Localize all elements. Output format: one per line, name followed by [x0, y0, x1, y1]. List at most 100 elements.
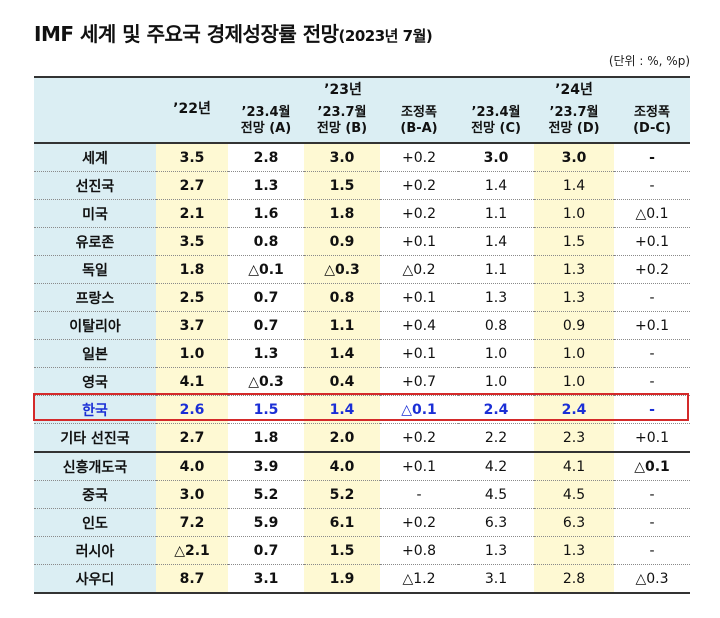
table-cell: 3.7 — [156, 311, 228, 340]
header-row-2: ’23.4월 전망 (A) ’23.7월 전망 (B) 조정폭 (B-A) ’23.4… — [34, 100, 690, 144]
row-label: 인도 — [34, 508, 156, 537]
header-24-july: ’23.7월 전망 (D) — [534, 100, 614, 144]
table-cell: 3.1 — [228, 564, 304, 594]
table-cell: 2.2 — [458, 423, 534, 453]
table-cell: 5.9 — [228, 508, 304, 537]
table-cell: 4.0 — [156, 451, 228, 481]
table-row: 선진국 2.7 1.3 1.5 +0.2 1.4 1.4- — [34, 171, 690, 200]
table-cell: 1.0 — [458, 339, 534, 368]
header-2024: ’24년 — [458, 76, 690, 100]
table-cell: 2.7 — [156, 423, 228, 453]
table-row: 사우디 8.7 3.1 1.9 △1.2 3.1 2.8 △0.3 — [34, 564, 690, 594]
table-cell: 7.2 — [156, 508, 228, 537]
table-cell: 1.5 — [534, 227, 614, 256]
table-cell: 2.4 — [534, 395, 614, 424]
table-cell: 3.5 — [156, 227, 228, 256]
table-cell: △1.2 — [380, 564, 458, 594]
table-cell: 1.0 — [534, 339, 614, 368]
table-cell: +0.1 — [380, 451, 458, 481]
row-label: 선진국 — [34, 171, 156, 200]
row-label: 중국 — [34, 480, 156, 509]
table-cell: 1.4 — [304, 339, 380, 368]
table-cell: 4.0 — [304, 451, 380, 481]
row-label: 미국 — [34, 199, 156, 228]
table-cell: 2.6 — [156, 395, 228, 424]
table-cell: 1.3 — [458, 283, 534, 312]
table-cell: - — [380, 480, 458, 509]
table-cell: 0.8 — [458, 311, 534, 340]
table-cell: 1.8 — [228, 423, 304, 453]
row-label: 러시아 — [34, 536, 156, 565]
table-cell: 1.5 — [304, 536, 380, 565]
table-cell: 6.3 — [534, 508, 614, 537]
table-cell: 0.7 — [228, 283, 304, 312]
table-cell: 1.4 — [458, 171, 534, 200]
row-label: 영국 — [34, 367, 156, 396]
row-label: 기타 선진국 — [34, 423, 156, 453]
table-cell: 0.8 — [228, 227, 304, 256]
table-cell: 1.3 — [534, 536, 614, 565]
table-body: 세계 3.5 2.8 3.0 +0.2 3.0 3.0- 선진국 2.7 1.3 1.5 +0.2 1.… — [34, 143, 690, 594]
table-cell: 1.3 — [534, 283, 614, 312]
header-23-adjust-line2: (B-A) — [400, 121, 438, 136]
title-suffix: (2023년 7월) — [338, 27, 433, 45]
table-cell: 2.7 — [156, 171, 228, 200]
table-row: 일본 1.0 1.3 1.4 +0.1 1.0 1.0- — [34, 339, 690, 368]
table-row: 중국 3.0 5.2 5.2-4.5 4.5- — [34, 480, 690, 509]
header-24-april: ’23.4월 전망 (C) — [458, 100, 534, 144]
row-label: 신흥개도국 — [34, 451, 156, 481]
table-cell: 4.5 — [458, 480, 534, 509]
row-label: 프랑스 — [34, 283, 156, 312]
table-cell: 5.2 — [228, 480, 304, 509]
table-row: 이탈리아 3.7 0.7 1.1 +0.4 0.8 0.9 +0.1 — [34, 311, 690, 340]
header-2023: ’23년 — [228, 76, 458, 100]
header-23-adjust-line1: 조정폭 — [401, 105, 437, 120]
table-cell: +0.2 — [380, 508, 458, 537]
row-label: 이탈리아 — [34, 311, 156, 340]
table-cell: +0.7 — [380, 367, 458, 396]
table-cell: 0.7 — [228, 536, 304, 565]
table-cell: 3.1 — [458, 564, 534, 594]
table-cell: △0.1 — [614, 451, 690, 481]
table-cell: 3.5 — [156, 143, 228, 172]
row-label: 독일 — [34, 255, 156, 284]
table-row: 독일 1.8 △0.1 △0.3 △0.2 1.1 1.3 +0.2 — [34, 255, 690, 284]
table-cell: - — [614, 536, 690, 565]
table-cell: +0.2 — [380, 143, 458, 172]
table-cell: 1.0 — [534, 199, 614, 228]
page-title: IMF 세계 및 주요국 경제성장률 전망(2023년 7월) — [34, 18, 433, 47]
title-main: IMF 세계 및 주요국 경제성장률 전망 — [34, 22, 339, 46]
table-cell: - — [614, 395, 690, 424]
table-cell: - — [614, 339, 690, 368]
table-cell: +0.2 — [380, 199, 458, 228]
table-cell: - — [614, 283, 690, 312]
header-24-july-line1: ’23.7월 — [549, 105, 599, 120]
header-corner — [34, 76, 156, 144]
table-cell: 1.1 — [458, 199, 534, 228]
table-cell: 1.3 — [534, 255, 614, 284]
table-cell: +0.1 — [380, 227, 458, 256]
header-24-april-line2: 전망 (C) — [471, 121, 521, 136]
table-cell: 1.4 — [458, 227, 534, 256]
header-24-adjust-line2: (D-C) — [633, 121, 671, 136]
table-cell: 1.0 — [156, 339, 228, 368]
table-cell: 0.7 — [228, 311, 304, 340]
table-cell: +0.2 — [380, 171, 458, 200]
table-cell: △0.2 — [380, 255, 458, 284]
table-row: 인도 7.2 5.9 6.1 +0.2 6.3 6.3- — [34, 508, 690, 537]
header-23-july: ’23.7월 전망 (B) — [304, 100, 380, 144]
table-cell: 0.4 — [304, 367, 380, 396]
table-cell: +0.1 — [614, 423, 690, 453]
table-cell: 1.8 — [304, 199, 380, 228]
table-cell: - — [614, 367, 690, 396]
header-row-1: ’22년 ’23년 ’24년 — [34, 76, 690, 144]
table-row: 미국 2.1 1.6 1.8 +0.2 1.1 1.0 △0.1 — [34, 199, 690, 228]
table-cell: +0.1 — [380, 339, 458, 368]
row-label: 유로존 — [34, 227, 156, 256]
table-cell: △2.1 — [156, 536, 228, 565]
header-24-adjust: 조정폭 (D-C) — [614, 100, 690, 144]
table-cell: +0.1 — [380, 283, 458, 312]
table-cell: 1.4 — [304, 395, 380, 424]
table-cell: 4.5 — [534, 480, 614, 509]
table-cell: △0.3 — [304, 255, 380, 284]
